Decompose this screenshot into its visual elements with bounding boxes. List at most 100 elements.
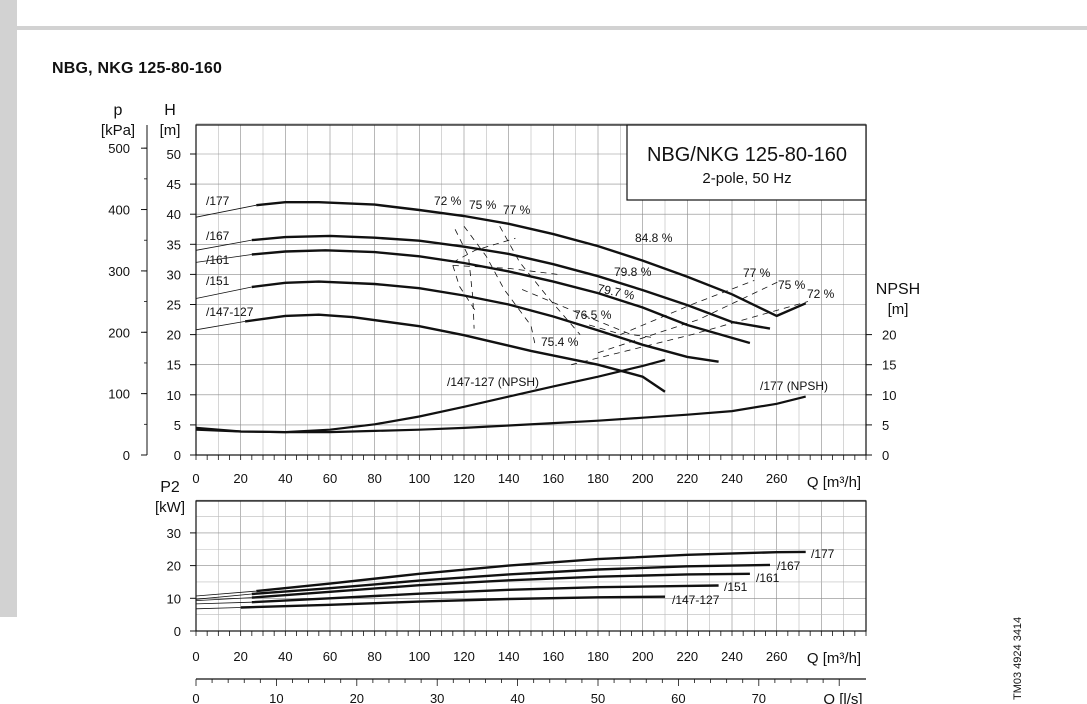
pressure-axis-label-top: p (114, 102, 123, 119)
efficiency-label: 76.5 % (574, 308, 612, 322)
npsh-tick-label: 0 (882, 448, 889, 463)
head-y-tick-label: 20 (167, 328, 181, 343)
ls-axis-tick-label: 60 (671, 691, 685, 704)
efficiency-dashed-line (463, 225, 536, 347)
head-y-axis-label-bottom: [m] (160, 122, 181, 139)
head-y-tick-label: 10 (167, 388, 181, 403)
head-curve-177 (256, 201, 807, 318)
head-curve-thin-167 (195, 239, 252, 251)
head-y-tick-label: 0 (174, 448, 181, 463)
efficiency-dashed-line (454, 229, 475, 329)
page-title: NBG, NKG 125-80-160 (52, 60, 223, 77)
power-curve-thin-147-127 (195, 607, 241, 610)
power-curve-151 (251, 584, 719, 604)
power-x-tick-label: 100 (408, 649, 430, 664)
efficiency-dashed-line (588, 324, 617, 334)
left-gray-strip (0, 0, 17, 617)
power-x-tick-label: 260 (766, 649, 788, 664)
power-y-axis-label-top: P2 (160, 479, 180, 496)
ls-axis-tick-label: 70 (752, 691, 766, 704)
head-x-tick-label: 0 (192, 471, 199, 486)
power-curve-label: /161 (756, 571, 780, 585)
npsh-curve (195, 395, 806, 434)
power-x-tick-label: 20 (233, 649, 247, 664)
power-x-tick-label: 0 (192, 649, 199, 664)
head-x-tick-label: 120 (453, 471, 475, 486)
head-curve-thin-177 (195, 204, 257, 218)
head-curve-thin-161 (195, 254, 252, 263)
ls-axis-tick-label: 40 (510, 691, 524, 704)
power-x-tick-label: 140 (498, 649, 520, 664)
head-y-tick-label: 25 (167, 298, 181, 313)
head-x-axis-label: Q [m³/h] (807, 474, 861, 491)
power-x-tick-label: 160 (542, 649, 564, 664)
head-x-tick-label: 240 (721, 471, 743, 486)
head-y-tick-label: 35 (167, 237, 181, 252)
pressure-tick-label: 0 (123, 448, 130, 463)
power-curve-147-127 (240, 595, 666, 609)
efficiency-dashed-line (452, 237, 516, 263)
head-y-tick-label: 5 (174, 418, 181, 433)
npsh-curve-label: /177 (NPSH) (760, 379, 828, 393)
pressure-tick-label: 500 (108, 141, 130, 156)
pressure-tick-label: 100 (108, 387, 130, 402)
head-curve-label: /161 (206, 253, 230, 267)
power-curve-thin-177 (195, 590, 257, 597)
power-curve-label: /151 (724, 580, 748, 594)
head-curve-161 (251, 249, 751, 345)
head-y-tick-label: 40 (167, 207, 181, 222)
head-y-tick-label: 50 (167, 147, 181, 162)
npsh-axis-label-top: NPSH (876, 281, 920, 298)
npsh-tick-label: 10 (882, 388, 896, 403)
efficiency-label: 75 % (469, 198, 497, 212)
power-y-tick-label: 20 (167, 559, 181, 574)
ls-axis-label: Q [l/s] (823, 691, 862, 704)
head-x-tick-label: 220 (676, 471, 698, 486)
ls-axis-tick-label: 30 (430, 691, 444, 704)
head-x-tick-label: 260 (766, 471, 788, 486)
power-curve-161 (251, 572, 750, 599)
head-x-tick-label: 60 (323, 471, 337, 486)
efficiency-dashed-line (571, 301, 809, 366)
head-x-tick-label: 180 (587, 471, 609, 486)
power-y-axis-label-bottom: [kW] (155, 499, 185, 516)
npsh-axis-label-bottom: [m] (888, 301, 909, 318)
head-curve-thin-151 (195, 286, 252, 299)
power-x-tick-label: 240 (721, 649, 743, 664)
npsh-tick-label: 20 (882, 328, 896, 343)
head-x-tick-label: 140 (498, 471, 520, 486)
power-y-tick-label: 30 (167, 526, 181, 541)
ls-axis-tick-label: 20 (350, 691, 364, 704)
power-x-tick-label: 180 (587, 649, 609, 664)
head-x-tick-label: 160 (542, 471, 564, 486)
power-curve-167 (251, 563, 771, 596)
efficiency-dashed-line (521, 289, 654, 338)
head-x-tick-label: 200 (632, 471, 654, 486)
efficiency-label: 77 % (743, 266, 771, 280)
power-x-tick-label: 120 (453, 649, 475, 664)
power-curve-thin-151 (195, 601, 252, 605)
legend-box (626, 124, 867, 201)
figure-id: TM03 4924 3414 (1012, 616, 1024, 700)
ls-axis-tick-label: 10 (269, 691, 283, 704)
efficiency-label: 75.4 % (541, 335, 579, 349)
head-curve-label: /177 (206, 194, 230, 208)
head-y-tick-label: 45 (167, 177, 181, 192)
ls-axis-tick-label: 0 (192, 691, 199, 704)
npsh-tick-label: 5 (882, 418, 889, 433)
power-y-tick-label: 10 (167, 591, 181, 606)
power-y-tick-label: 0 (174, 624, 181, 639)
npsh-curve-label: /147-127 (NPSH) (447, 375, 539, 389)
pressure-tick-label: 200 (108, 325, 130, 340)
efficiency-label: 72 % (807, 287, 835, 301)
power-x-tick-label: 60 (323, 649, 337, 664)
power-curve-label: /177 (811, 547, 835, 561)
legend-title: NBG/NKG 125-80-160 (647, 144, 847, 166)
power-x-tick-label: 200 (632, 649, 654, 664)
legend-subtitle: 2-pole, 50 Hz (702, 170, 791, 187)
head-curve-thin-147-127 (195, 321, 246, 331)
power-curve-thin-161 (195, 597, 252, 601)
head-curve-label: /167 (206, 229, 230, 243)
power-curve-label: /147-127 (672, 593, 720, 607)
